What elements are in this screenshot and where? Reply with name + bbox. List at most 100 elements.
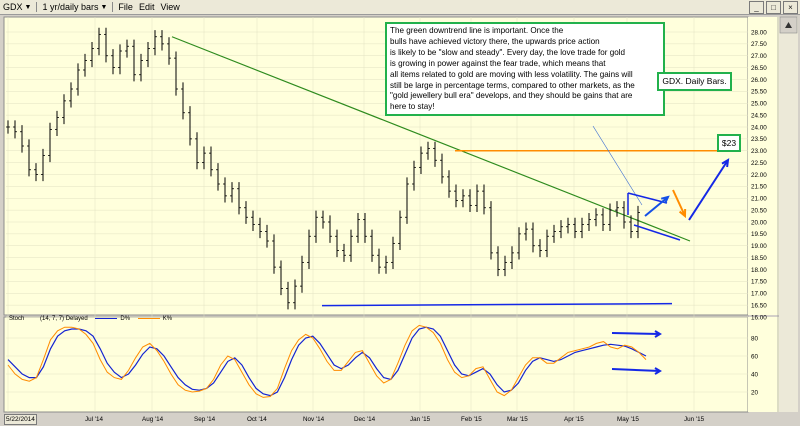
date-axis-label: Feb '15	[461, 416, 482, 423]
price-bar	[104, 27, 108, 63]
price-tick-label: 23.00	[751, 148, 767, 155]
price-bar	[489, 201, 493, 260]
arrow-head	[678, 208, 687, 219]
price-bar	[146, 41, 150, 68]
price-bar	[160, 30, 164, 51]
close-icon[interactable]: ×	[783, 1, 798, 14]
stoch-title: Stoch	[9, 316, 25, 322]
date-axis-label: Jul '14	[85, 416, 104, 423]
commentary-line: all items related to gold are moving wit…	[390, 69, 633, 79]
price-bar	[475, 184, 479, 213]
date-axis-label: May '15	[617, 416, 639, 423]
menu-view[interactable]: View	[160, 2, 180, 12]
price-bar	[62, 94, 66, 125]
price-bar	[258, 217, 262, 239]
chevron-down-icon: ▼	[100, 3, 108, 11]
price-bar	[615, 201, 619, 217]
stoch-panel	[3, 316, 749, 413]
price-tick-label: 19.50	[751, 231, 767, 238]
price-bar	[125, 39, 129, 58]
price-tick-label: 24.50	[751, 112, 767, 119]
price-tick-label: 22.00	[751, 172, 767, 179]
commentary-line: here to stay!	[390, 102, 435, 112]
price-bar	[237, 182, 241, 215]
price-tick-label: 25.50	[751, 89, 767, 96]
period-label: 1 yr/daily bars	[42, 2, 99, 12]
pullback-arrow	[672, 189, 687, 219]
price-tick-label: 18.00	[751, 267, 767, 274]
arrow-shaft	[611, 368, 661, 372]
green-downtrend-line	[171, 36, 691, 242]
arrow-head	[721, 158, 730, 168]
symbol-label: GDX	[3, 2, 23, 12]
price-bar	[223, 177, 227, 203]
price-bars	[6, 27, 640, 310]
price-tick-label: 17.50	[751, 279, 767, 286]
commentary-line: still be large in percentage terms, comp…	[390, 80, 635, 90]
stoch-high-arrow	[611, 330, 662, 338]
breakout-arrow	[688, 158, 730, 221]
price-bar	[636, 205, 640, 239]
price-bar	[440, 153, 444, 184]
price-bar	[356, 212, 360, 243]
price-bar	[335, 229, 339, 258]
channel-lower-line	[633, 224, 681, 241]
stoch-gridlines	[6, 337, 748, 393]
price-bar	[503, 255, 507, 277]
price-tick-label: 27.50	[751, 41, 767, 48]
price-bar	[195, 132, 199, 170]
price-bar	[20, 125, 24, 153]
callout-pointer	[592, 125, 643, 206]
price-bar	[202, 146, 206, 170]
toolbar-divider	[112, 2, 114, 12]
price-tick-label: 20.00	[751, 219, 767, 226]
price-gridlines	[6, 17, 748, 412]
price-tick-label: 20.50	[751, 207, 767, 214]
minimize-icon[interactable]: _	[749, 1, 764, 14]
price-bar	[608, 203, 612, 232]
menu-edit[interactable]: Edit	[138, 2, 155, 12]
stoch-legend: Stoch (14, 7, 7) Delayed D% K%	[9, 316, 172, 322]
commentary-line: "gold jewellery bull era" develops, and …	[390, 91, 633, 101]
menu-file[interactable]: File	[118, 2, 133, 12]
price-tick-label: 17.00	[751, 291, 767, 298]
price-tick-label: 16.50	[751, 302, 767, 309]
price-bar	[524, 222, 528, 241]
price-bar	[594, 208, 598, 227]
date-axis-label: Apr '15	[564, 416, 584, 423]
chevron-down-icon: ▼	[24, 3, 32, 11]
commentary-line: is likely to be "slow and steady". Every…	[390, 47, 626, 57]
price-bar	[314, 210, 318, 243]
period-dropdown[interactable]: 1 yr/daily bars ▼	[39, 0, 110, 14]
price-bar	[76, 63, 80, 96]
stoch-tick-label: 80	[751, 335, 759, 342]
k-legend-label: K%	[162, 316, 173, 322]
price-bar	[559, 220, 563, 239]
price-bar	[55, 110, 59, 137]
price-bar	[188, 106, 192, 146]
price-bar	[433, 141, 437, 167]
price-bar	[132, 39, 136, 82]
price-bar	[216, 163, 220, 191]
stoch-params: (14, 7, 7) Delayed	[40, 316, 88, 322]
scrollbar[interactable]	[779, 17, 798, 412]
price-tick-label: 26.00	[751, 77, 767, 84]
price-bar	[454, 184, 458, 208]
price-tick-label: 25.00	[751, 101, 767, 108]
d-line-swatch	[95, 317, 118, 319]
commentary-box: The green downtrend line is important. O…	[385, 22, 665, 116]
price-bar	[174, 51, 178, 96]
k-percent-line	[7, 324, 647, 398]
price-bar	[181, 82, 185, 120]
price-tick-label: 22.50	[751, 160, 767, 167]
maximize-icon[interactable]: □	[766, 1, 781, 14]
price-tick-label: 26.50	[751, 65, 767, 72]
price-bar	[307, 229, 311, 270]
symbol-dropdown[interactable]: GDX ▼	[0, 0, 34, 14]
price-bar	[293, 279, 297, 310]
price-bar	[580, 217, 584, 239]
price-tick-label: 19.00	[751, 243, 767, 250]
price-tick-label: 18.50	[751, 255, 767, 262]
price-bar	[517, 227, 521, 260]
price-bar	[587, 212, 591, 232]
